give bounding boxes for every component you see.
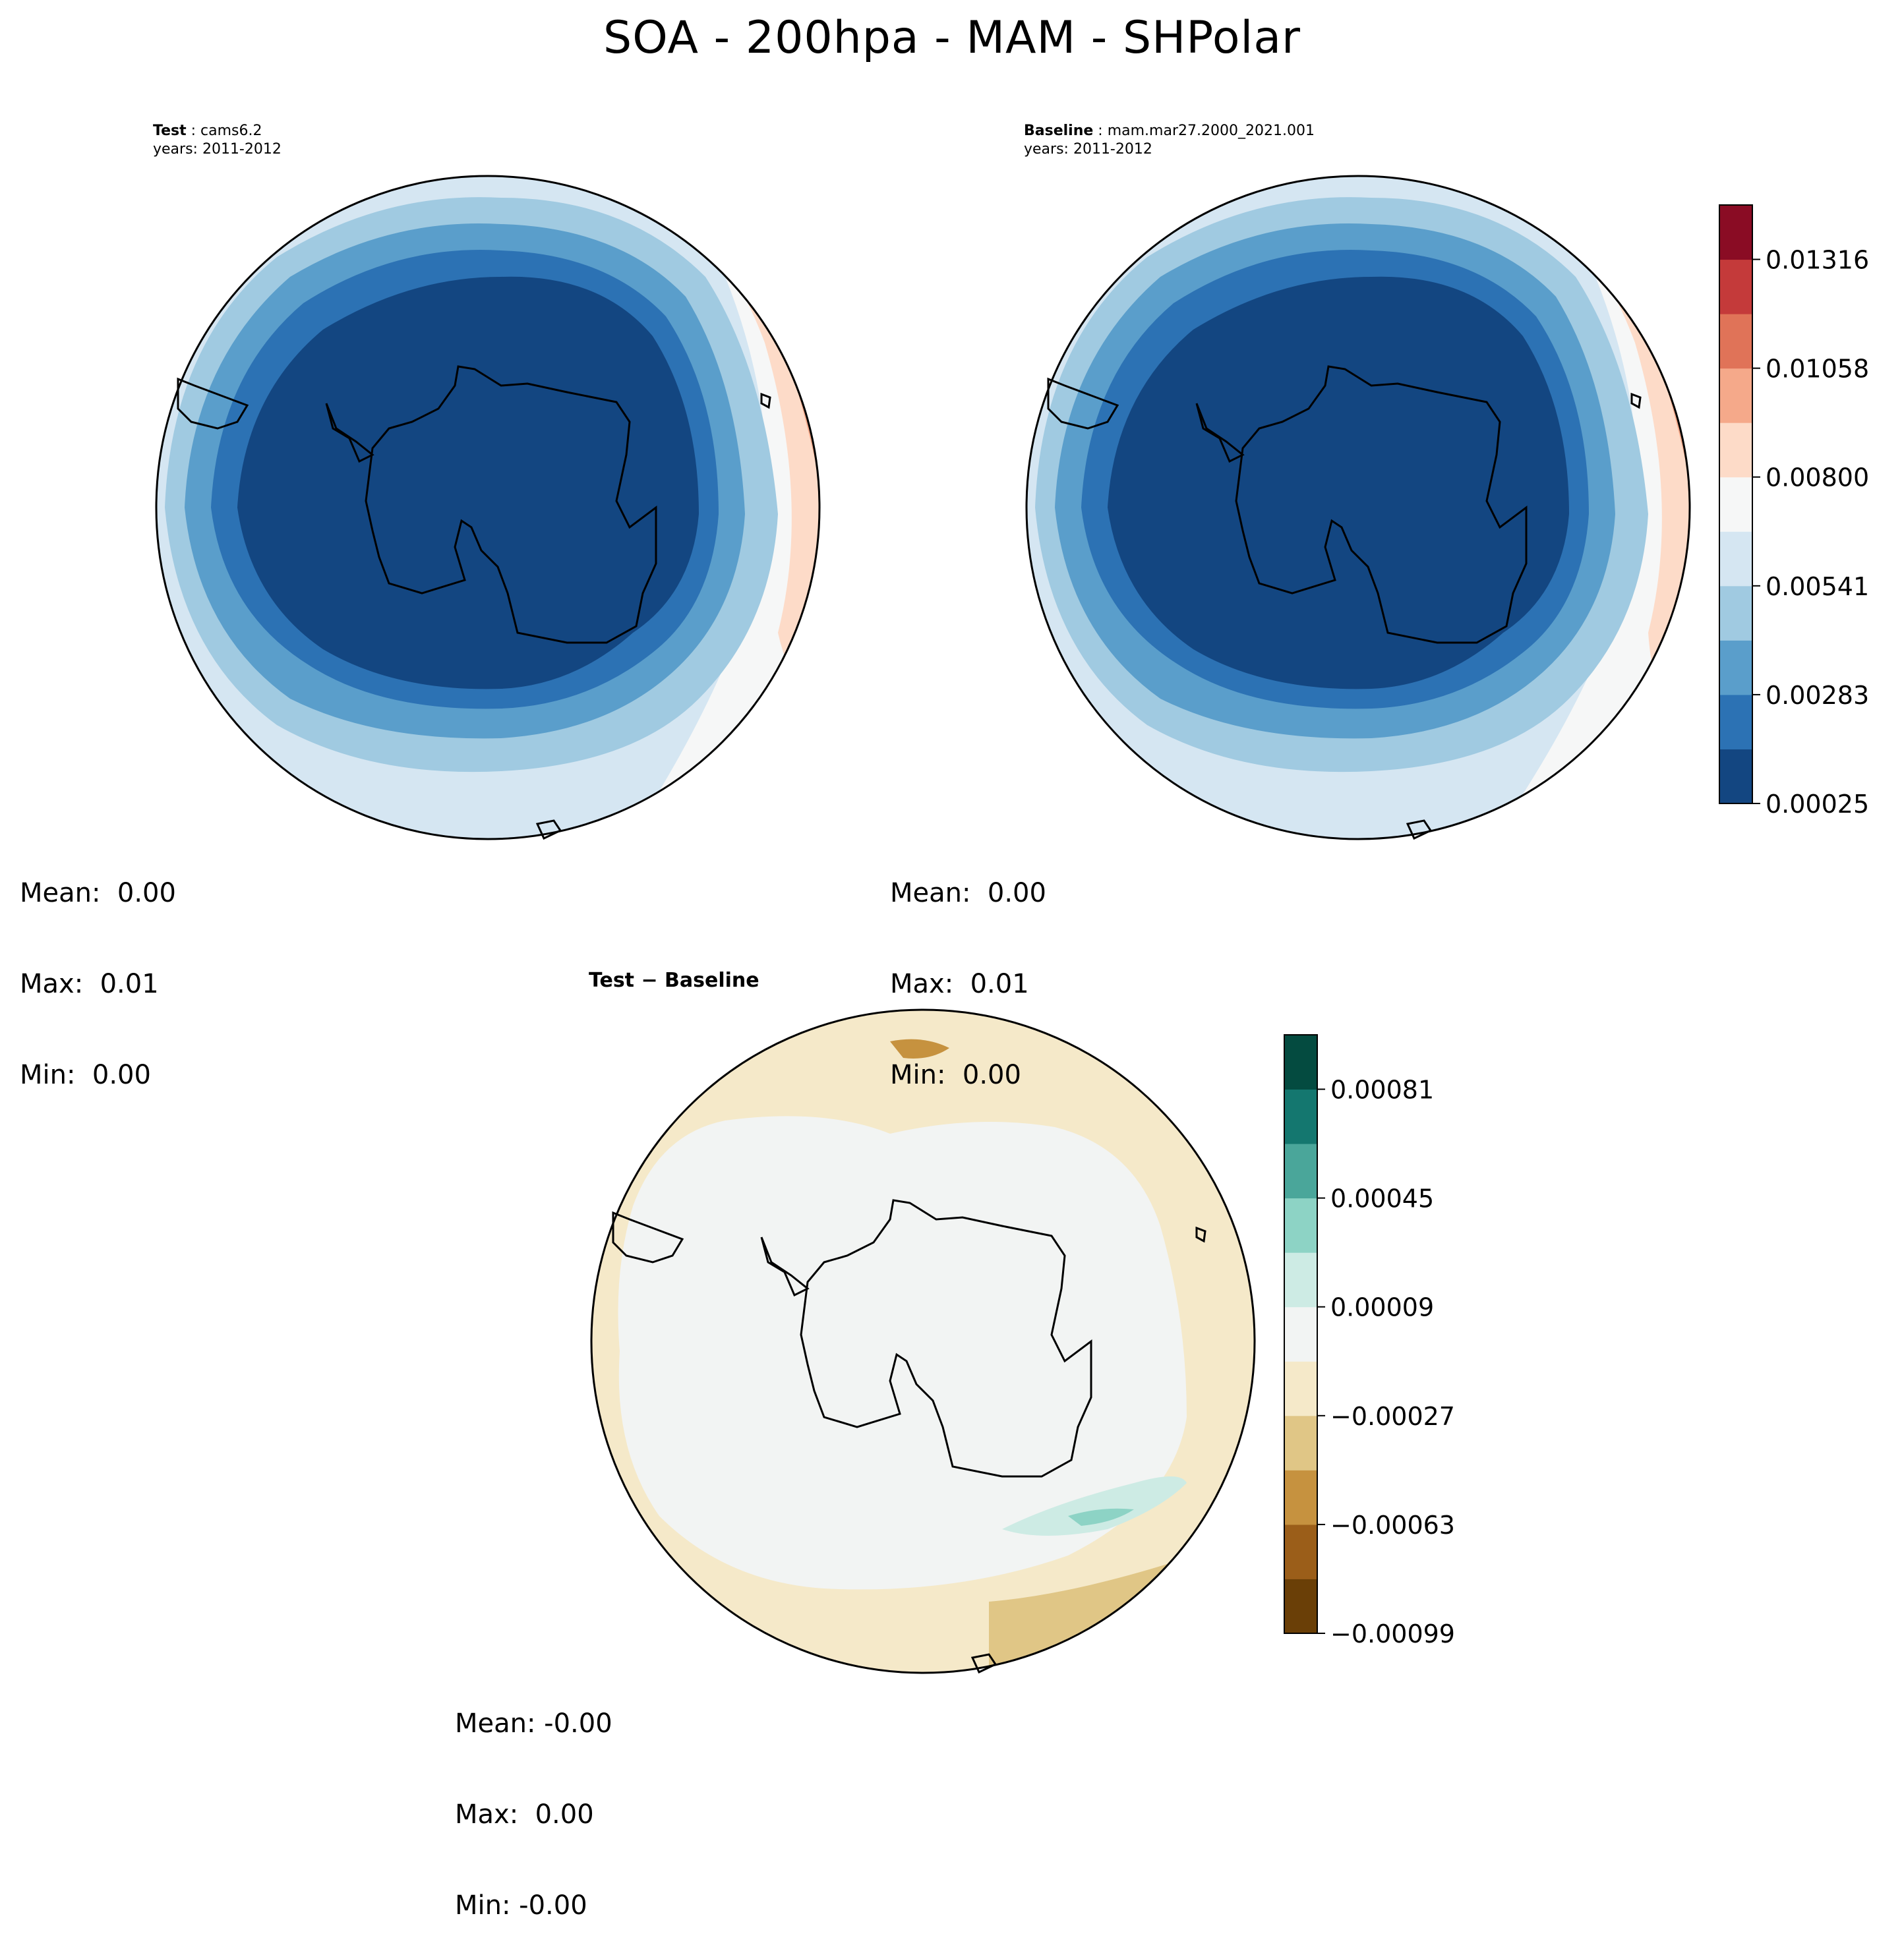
antarctic-peninsula-diff <box>760 1237 810 1297</box>
diff-min: Min: -0.00 <box>455 1890 587 1921</box>
diff-colorbar-segment <box>1284 1089 1317 1144</box>
antarctic-peninsula-test <box>325 403 374 463</box>
main-colorbar-segment <box>1719 259 1752 314</box>
diff-colorbar-tick-label: −0.00099 <box>1330 1619 1455 1648</box>
diff-colorbar-tick-label: 0.00081 <box>1330 1076 1434 1105</box>
diff-colorbar-segment <box>1284 1035 1317 1090</box>
main-colorbar-segment <box>1719 585 1752 641</box>
figure: 0.00025 0.00283 0.00541 0.00800 0.01058 0.013… <box>155 175 1869 1674</box>
main-colorbar-tick-label: 0.00541 <box>1766 572 1869 601</box>
sea-band-navy <box>1108 276 1569 689</box>
main-colorbar-segment <box>1719 531 1752 587</box>
baseline-separator: : <box>1098 123 1108 139</box>
baseline-mean: Mean: 0.00 <box>890 878 1046 908</box>
test-mean: Mean: 0.00 <box>20 878 176 908</box>
test-label: Test <box>153 123 187 139</box>
diff-colorbar-segment <box>1284 1306 1317 1362</box>
baseline-stats: Mean: 0.00 Max: 0.01 Min: 0.00 <box>890 817 1046 1121</box>
main-colorbar-segment <box>1719 749 1752 804</box>
diff-colorbar-segment <box>1284 1470 1317 1525</box>
main-colorbar-segment <box>1719 640 1752 695</box>
map-test-boundary <box>155 175 821 840</box>
map-diff-boundary <box>590 1008 1256 1674</box>
main-colorbar-tick-label: 0.01316 <box>1766 246 1869 275</box>
test-min: Min: 0.00 <box>20 1060 151 1090</box>
island-baseline <box>1630 392 1642 409</box>
test-separator: : <box>191 123 201 139</box>
diff-patch-mint <box>1002 1476 1187 1536</box>
diff-mean: Mean: -0.00 <box>455 1708 612 1739</box>
south-america-tip-baseline <box>1047 377 1119 430</box>
antarctica-coastline-baseline <box>1235 365 1528 644</box>
main-colorbar-tick-label: 0.01058 <box>1766 355 1869 384</box>
diff-max: Max: 0.00 <box>455 1799 594 1830</box>
main-colorbar-segment <box>1719 477 1752 532</box>
south-america-tip-test <box>177 377 249 430</box>
test-max: Max: 0.01 <box>20 969 159 999</box>
island-bottom-test <box>535 819 562 840</box>
main-colorbar-segment <box>1719 422 1752 478</box>
diff-patch-teal <box>1068 1508 1134 1526</box>
test-caption: Test : cams6.2 years: 2011-2012 <box>153 122 282 159</box>
diff-colorbar-segment <box>1284 1144 1317 1199</box>
main-colorbar-segment <box>1719 314 1752 369</box>
antarctic-peninsula-baseline <box>1195 403 1245 463</box>
diff-colorbar-segment <box>1284 1579 1317 1634</box>
colorbar-diff: −0.00099 −0.00063 −0.00027 0.00009 0.00045 0.… <box>1284 1034 1455 1648</box>
map-test <box>156 176 819 839</box>
diff-colorbar-segment <box>1284 1252 1317 1308</box>
figure-title: SOA - 200hpa - MAM - SHPolar <box>603 12 1301 64</box>
antarctica-coastline-test <box>365 365 657 644</box>
diff-colorbar-tick-label: 0.00009 <box>1330 1293 1434 1322</box>
diff-colorbar-frame <box>1284 1034 1318 1634</box>
diff-colorbar-segment <box>1284 1415 1317 1471</box>
baseline-max: Max: 0.01 <box>890 969 1029 999</box>
diff-colorbar-segment <box>1284 1198 1317 1253</box>
island-test <box>760 392 771 409</box>
diff-colorbar-segment <box>1284 1361 1317 1416</box>
map-baseline-boundary <box>1025 175 1691 840</box>
diff-colorbar-tick-label: 0.00045 <box>1330 1184 1434 1213</box>
diff-colorbar-tick-label: −0.00027 <box>1330 1402 1455 1431</box>
antarctica-coastline-diff <box>800 1199 1092 1478</box>
baseline-caption: Baseline : mam.mar27.2000_2021.001 years… <box>1024 122 1315 159</box>
sea-band-navy <box>237 276 699 689</box>
main-colorbar-tick-label: 0.00800 <box>1766 463 1869 492</box>
main-colorbar-tick-label: 0.00283 <box>1766 681 1869 710</box>
test-years: years: 2011-2012 <box>153 141 282 158</box>
island-bottom-baseline <box>1406 819 1433 840</box>
diff-patch-ochre <box>890 1039 949 1059</box>
south-america-tip-diff <box>612 1211 684 1264</box>
diff-colorbar-segment <box>1284 1524 1317 1579</box>
baseline-case: mam.mar27.2000_2021.001 <box>1107 123 1315 139</box>
colorbar-main: 0.00025 0.00283 0.00541 0.00800 0.01058 0.013… <box>1719 204 1869 819</box>
diff-stats: Mean: -0.00 Max: 0.00 Min: -0.00 <box>455 1648 612 1951</box>
island-diff <box>1195 1226 1206 1243</box>
main-colorbar-tick-label: 0.00025 <box>1766 790 1869 819</box>
main-colorbar-segment <box>1719 205 1752 260</box>
main-colorbar-segment <box>1719 368 1752 423</box>
baseline-label: Baseline <box>1024 123 1094 139</box>
test-stats: Mean: 0.00 Max: 0.01 Min: 0.00 <box>20 817 176 1121</box>
baseline-years: years: 2011-2012 <box>1024 141 1152 158</box>
baseline-min: Min: 0.00 <box>890 1060 1021 1090</box>
main-colorbar-frame <box>1719 204 1753 804</box>
main-colorbar-segment <box>1719 694 1752 749</box>
test-case: cams6.2 <box>200 123 262 139</box>
diff-caption: Test − Baseline <box>589 969 759 992</box>
island-bottom-diff <box>970 1653 997 1674</box>
diff-colorbar-tick-label: −0.00063 <box>1330 1511 1455 1540</box>
